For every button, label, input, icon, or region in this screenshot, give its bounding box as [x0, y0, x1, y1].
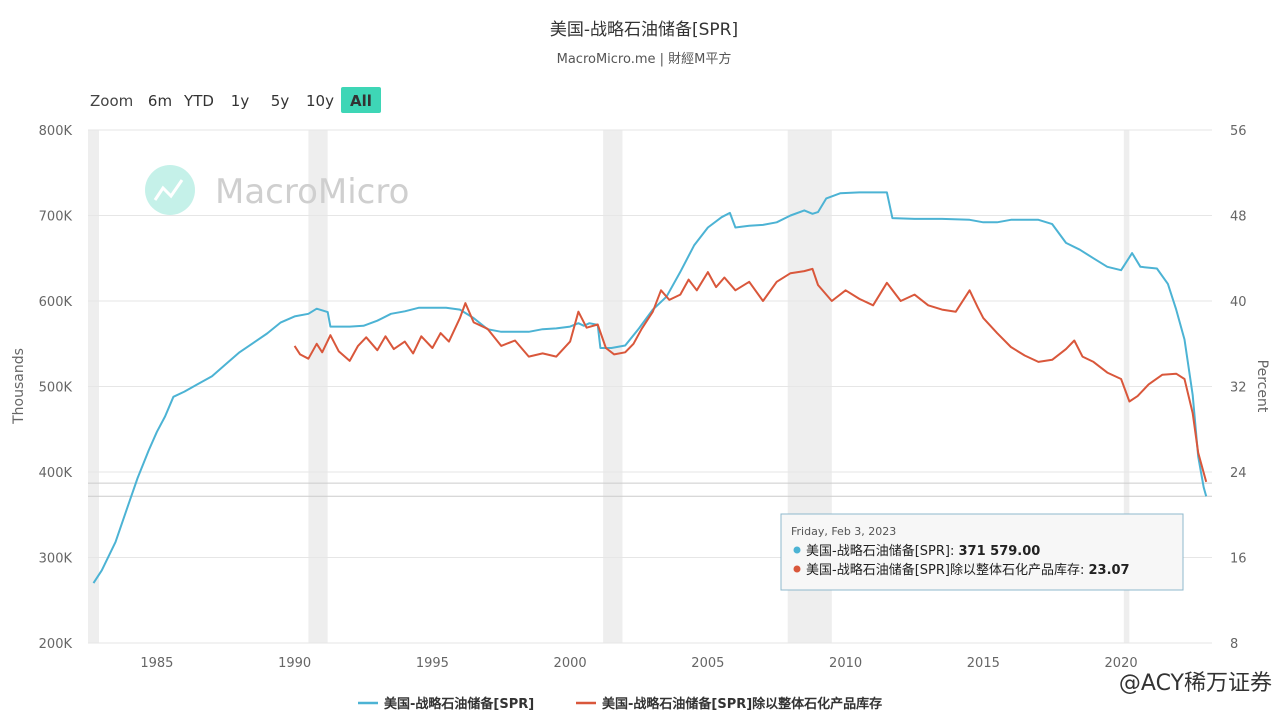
y-right-tick-label: 16 [1230, 552, 1247, 567]
grid-lines [88, 129, 1212, 644]
watermark: MacroMicro [145, 165, 409, 215]
y-axis-left-title: Thousands [11, 348, 27, 425]
watermark-logo-icon [145, 165, 195, 215]
legend: 美国-战略石油储备[SPR] 美国-战略石油储备[SPR]除以整体石化产品库存 [358, 696, 882, 712]
tooltip-series-2-value: 23.07 [1088, 563, 1129, 578]
tooltip-series-2-marker [793, 565, 801, 573]
zoom-button-active-bg [341, 87, 381, 113]
tooltip: Friday, Feb 3, 2023 美国-战略石油储备[SPR]: 371 … [780, 513, 1184, 591]
x-tick-label: 2000 [554, 656, 587, 671]
y-axis-right-title: Percent [1254, 360, 1270, 413]
zoom-bar: Zoom 6m YTD 1y 5y 10y All [90, 87, 381, 113]
x-tick-label: 1985 [140, 656, 173, 671]
zoom-button-label: All [350, 92, 372, 110]
x-tick-label: 2020 [1105, 656, 1138, 671]
y-left-tick-label: 300K [39, 552, 73, 567]
y-right-tick-label: 24 [1230, 466, 1247, 481]
x-tick-label: 2015 [967, 656, 1000, 671]
legend-item-1[interactable]: 美国-战略石油储备[SPR] [358, 696, 534, 712]
legend-label: 美国-战略石油储备[SPR] [384, 696, 534, 712]
y-left-tick-label: 200K [39, 637, 73, 652]
y-right-tick-label: 56 [1230, 124, 1247, 139]
x-tick-label: 2010 [829, 656, 862, 671]
tooltip-series-1: 美国-战略石油储备[SPR]: 371 579.00 [806, 543, 1040, 559]
zoom-button-label: 10y [306, 92, 334, 110]
x-axis: 1985 1990 1995 2000 2005 2010 2015 2020 [140, 656, 1137, 671]
zoom-button-ytd[interactable]: YTD [183, 92, 214, 110]
series-line-1 [92, 191, 1208, 584]
zoom-button-5y[interactable]: 5y [271, 92, 290, 110]
x-tick-label: 1990 [278, 656, 311, 671]
tooltip-series-2: 美国-战略石油储备[SPR]除以整体石化产品库存: 23.07 [806, 562, 1130, 578]
zoom-button-label: 1y [231, 92, 250, 110]
legend-label: 美国-战略石油储备[SPR]除以整体石化产品库存 [602, 696, 882, 712]
legend-item-2[interactable]: 美国-战略石油储备[SPR]除以整体石化产品库存 [576, 696, 882, 712]
zoom-button-label: 5y [271, 92, 290, 110]
tooltip-series-2-label: 美国-战略石油储备[SPR]除以整体石化产品库存: [806, 562, 1088, 578]
zoom-button-label: 6m [148, 92, 172, 110]
zoom-button-label: YTD [183, 92, 214, 110]
zoom-button-all[interactable]: All [341, 87, 381, 113]
watermark-text: MacroMicro [215, 172, 409, 212]
zoom-label: Zoom [90, 92, 133, 110]
watermark-chart-icon [153, 179, 184, 201]
tooltip-date: Friday, Feb 3, 2023 [791, 525, 896, 538]
y-left-tick-label: 600K [39, 295, 73, 310]
credit-watermark: @ACY稀万证券 [1119, 671, 1272, 696]
zoom-button-6m[interactable]: 6m [148, 92, 172, 110]
series-lines [92, 191, 1208, 584]
chart-title: 美国-战略石油储备[SPR] [550, 20, 738, 40]
zoom-button-10y[interactable]: 10y [306, 92, 334, 110]
y-right-tick-label: 32 [1230, 381, 1247, 396]
tooltip-box [780, 513, 1184, 591]
y-left-tick-label: 400K [39, 466, 73, 481]
y-right-tick-label: 8 [1230, 637, 1238, 652]
tooltip-series-1-marker [793, 546, 801, 554]
x-tick-label: 1995 [416, 656, 449, 671]
y-left-tick-label: 500K [39, 381, 73, 396]
y-left-tick-label: 700K [39, 210, 73, 225]
zoom-button-1y[interactable]: 1y [231, 92, 250, 110]
series-line-2 [293, 267, 1208, 483]
y-right-tick-label: 48 [1230, 210, 1247, 225]
y-axis-left: 200K 300K 400K 500K 600K 700K 800K [39, 124, 73, 652]
tooltip-series-1-value: 371 579.00 [958, 544, 1040, 559]
tooltip-series-1-label: 美国-战略石油储备[SPR]: [806, 543, 958, 559]
y-right-tick-label: 40 [1230, 295, 1247, 310]
chart-subtitle: MacroMicro.me | 財經M平方 [557, 51, 732, 67]
x-tick-label: 2005 [691, 656, 724, 671]
y-axis-right: 8 16 24 32 40 48 56 [1230, 124, 1247, 652]
y-left-tick-label: 800K [39, 124, 73, 139]
